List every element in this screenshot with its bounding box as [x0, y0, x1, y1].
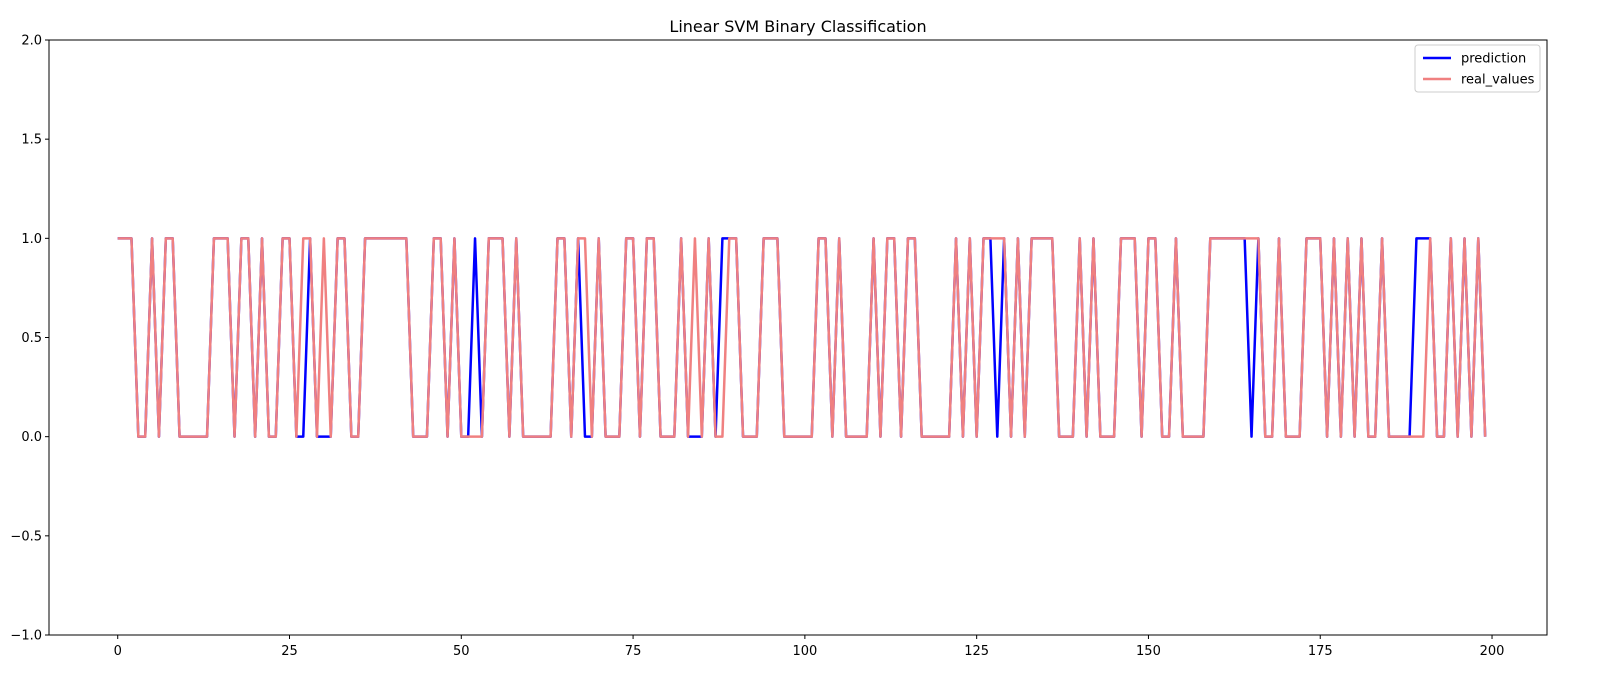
- y-tick-label: 0.0: [21, 430, 42, 445]
- series-line-real-values: [117, 237, 1487, 438]
- y-axis: −1.0 −0.5 0.0 0.5 1.0 1.5 2.0: [10, 34, 49, 644]
- legend-label-real-values: real_values: [1461, 73, 1535, 88]
- y-tick-label: −1.0: [10, 629, 42, 644]
- x-tick-label: 25: [281, 644, 298, 659]
- y-tick-label: 1.5: [21, 133, 42, 148]
- chart-title: Linear SVM Binary Classification: [669, 17, 926, 36]
- series-layer: [117, 237, 1487, 438]
- legend: prediction real_values: [1414, 44, 1541, 93]
- plot-frame: [48, 39, 1548, 636]
- x-tick-label: 100: [792, 644, 817, 659]
- x-tick-label: 175: [1308, 644, 1333, 659]
- y-tick-label: 2.0: [21, 34, 42, 49]
- x-tick-label: 125: [964, 644, 989, 659]
- x-tick-label: 200: [1480, 644, 1505, 659]
- x-tick-label: 75: [625, 644, 642, 659]
- y-tick-label: 1.0: [21, 232, 42, 247]
- y-tick-label: 0.5: [21, 331, 42, 346]
- y-tick-label: −0.5: [10, 529, 42, 544]
- x-tick-label: 150: [1136, 644, 1161, 659]
- x-axis: 0 25 50 75 100 125 150 175 200: [114, 635, 1505, 659]
- x-tick-label: 0: [114, 644, 122, 659]
- legend-label-prediction: prediction: [1461, 52, 1526, 67]
- x-tick-label: 50: [453, 644, 470, 659]
